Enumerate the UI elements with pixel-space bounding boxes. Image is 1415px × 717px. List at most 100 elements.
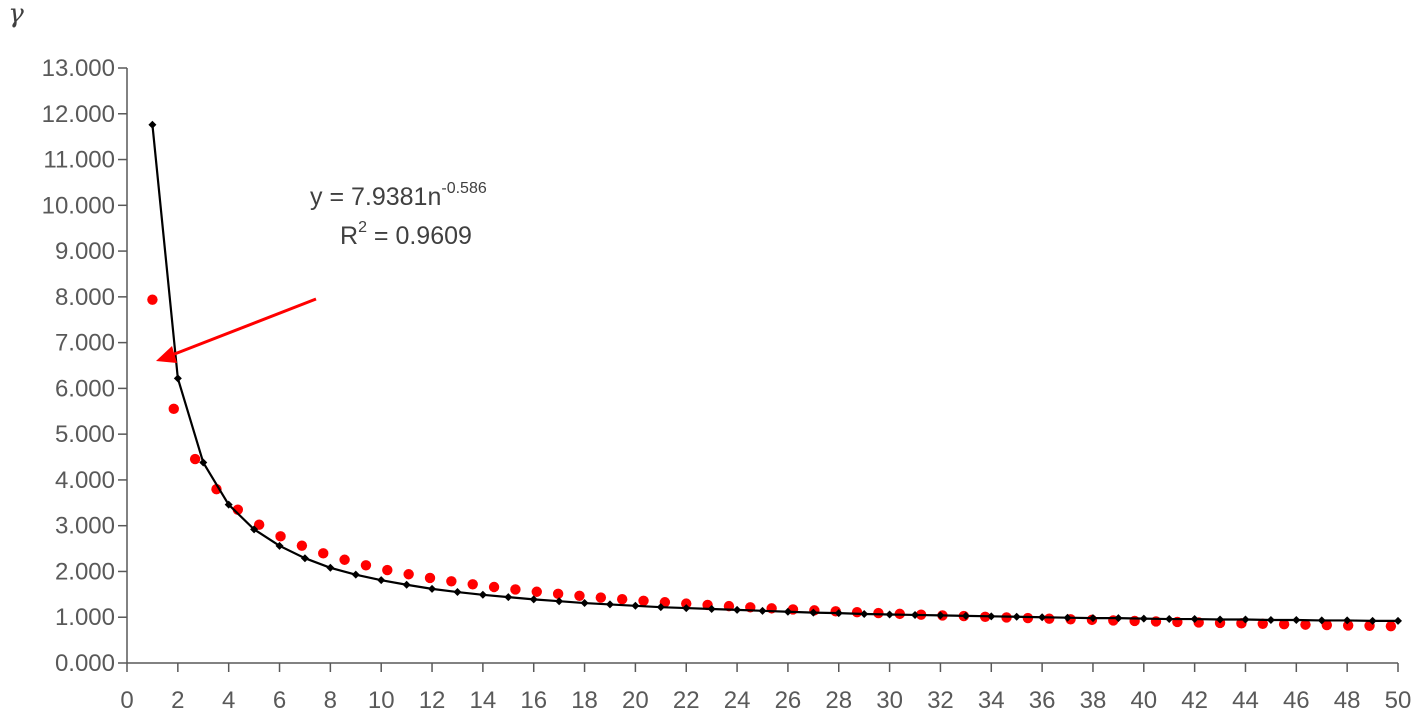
series-point	[478, 590, 487, 599]
x-tick-label: 26	[775, 687, 802, 714]
series-point	[1012, 612, 1021, 621]
trendline-dot	[296, 540, 308, 551]
y-tick-label: 1.000	[55, 604, 115, 631]
trendline-dot	[531, 586, 542, 597]
trendline-dot	[253, 519, 265, 530]
series-point	[199, 458, 208, 467]
x-tick-label: 16	[520, 687, 547, 714]
series-point	[173, 374, 182, 383]
trendline-dot	[1044, 613, 1055, 624]
series-point	[1266, 615, 1275, 624]
series-point	[733, 605, 742, 614]
x-tick-label: 24	[724, 687, 751, 714]
trendline-dot	[424, 572, 436, 584]
series-point	[834, 609, 843, 618]
x-tick-label: 48	[1334, 687, 1361, 714]
x-tick-label: 0	[120, 687, 133, 714]
trendline-dot	[1300, 619, 1311, 630]
y-tick-label: 2.000	[55, 558, 115, 585]
series-point	[885, 610, 894, 619]
trendline-equation: y = 7.9381n-0.586 R2 = 0.9609	[310, 180, 487, 250]
series-point	[1343, 616, 1352, 625]
series-point	[580, 599, 589, 608]
trendline-dot	[574, 590, 585, 601]
series-point	[758, 606, 767, 615]
arrow-head	[156, 346, 177, 363]
chart-plot-area: 0.000 1.000 2.000 3.000 4.000 5.000 6.000 7.000…	[42, 55, 1412, 714]
x-tick-label: 34	[978, 687, 1005, 714]
y-tick-label: 12.000	[42, 101, 115, 128]
series-point	[504, 593, 513, 602]
trendline-dot	[1385, 620, 1397, 632]
series-point	[1394, 616, 1402, 625]
series-point	[682, 604, 691, 613]
trendline-dot	[616, 594, 628, 605]
r-squared-label: R2 = 0.9609	[340, 219, 472, 250]
x-tick-label: 2	[171, 687, 184, 714]
series-point	[1038, 613, 1047, 622]
x-tick-label: 50	[1385, 687, 1412, 714]
trendline-dot	[552, 588, 564, 600]
trendline-dot	[147, 294, 158, 305]
y-tick-label: 10.000	[42, 192, 115, 219]
trendline-dot	[1321, 619, 1333, 631]
series-point	[428, 584, 437, 593]
trendline-dot	[339, 554, 350, 565]
series-point	[961, 611, 970, 620]
trendline-dot	[510, 584, 521, 595]
x-tick-label: 28	[825, 687, 852, 714]
y-tick-label: 7.000	[55, 330, 115, 357]
series-point	[148, 120, 157, 129]
trendline-dot	[446, 576, 457, 587]
trendline-dot	[382, 564, 393, 576]
trendline-dot	[189, 453, 201, 465]
series-point	[250, 525, 259, 534]
series-point	[300, 554, 309, 563]
series-point	[1317, 616, 1326, 625]
equation-label: y = 7.9381n-0.586	[310, 180, 487, 211]
trendline-dot	[1257, 618, 1268, 629]
trendline-dot	[1022, 612, 1034, 624]
trendline-dot	[595, 592, 607, 603]
trendline-dot	[467, 579, 478, 590]
arrow-shaft	[171, 297, 317, 357]
trendline-dot	[1278, 619, 1290, 630]
x-tick-label: 20	[622, 687, 649, 714]
series-point	[1063, 613, 1072, 622]
series-point	[1241, 615, 1250, 624]
x-tick-label: 12	[419, 687, 446, 714]
series-point	[809, 608, 818, 617]
series-point	[605, 600, 614, 609]
trendline-dot	[873, 607, 884, 619]
series-point	[707, 604, 716, 613]
x-tick-label: 22	[673, 687, 700, 714]
annotation-arrow	[156, 297, 317, 363]
y-tick-label: 11.000	[43, 147, 115, 174]
series-point	[351, 570, 360, 579]
trendline-dot	[681, 598, 692, 609]
trendline-dot	[168, 403, 179, 415]
y-tick-label: 9.000	[55, 238, 115, 265]
y-tick-label: 8.000	[55, 284, 115, 311]
y-tick-label: 13.000	[42, 55, 115, 82]
y-tick-label: 3.000	[55, 513, 115, 540]
series-point	[224, 500, 233, 509]
x-tick-label: 14	[470, 687, 497, 714]
series-point	[1088, 614, 1097, 623]
series-point	[1216, 615, 1225, 624]
series-point	[1139, 614, 1148, 623]
series-point	[936, 611, 945, 620]
x-tick-label: 42	[1181, 687, 1208, 714]
series-point	[911, 610, 920, 619]
x-tick-label: 10	[368, 687, 395, 714]
series-point	[326, 563, 335, 572]
series-point	[783, 607, 792, 616]
trendline-dot	[488, 581, 500, 593]
y-tick-label: 0.000	[55, 650, 115, 677]
x-tick-label: 6	[273, 687, 286, 714]
series-point	[402, 580, 411, 589]
trendline-dot	[851, 607, 863, 618]
x-tick-label: 8	[324, 687, 337, 714]
series-point	[1165, 615, 1174, 624]
